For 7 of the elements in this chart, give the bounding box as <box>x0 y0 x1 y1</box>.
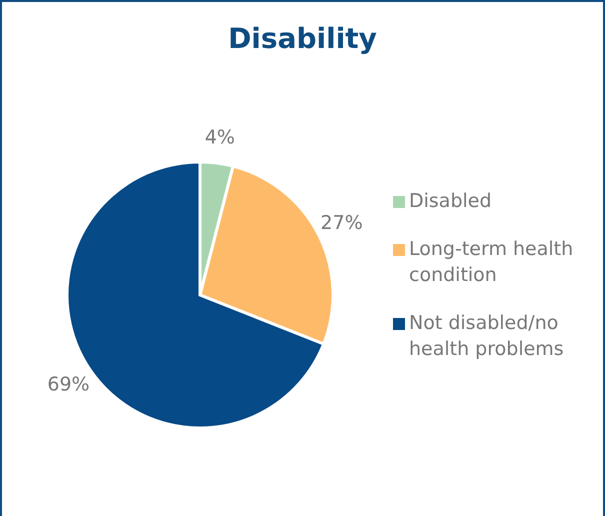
data-label: 69% <box>47 373 90 396</box>
data-label: 4% <box>204 126 236 148</box>
legend-label: Long-term health condition <box>409 237 574 288</box>
legend-label: Not disabled/no health problems <box>409 311 565 362</box>
data-label: 27% <box>320 212 363 234</box>
legend-label: Disabled <box>409 189 493 214</box>
chart-title: Disability <box>227 22 378 55</box>
